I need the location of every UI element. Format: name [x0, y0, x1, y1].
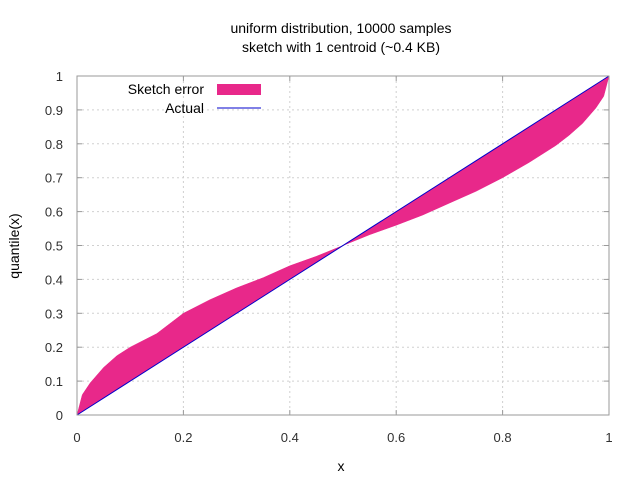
- axis-ticks: 0 0.2 0.4 0.6 0.8 1 0 0.1 0.2 0.3 0.4 0.5 0.6 0.7 0.8 0…: [45, 69, 613, 445]
- grid: [77, 76, 609, 415]
- legend: Sketch error Actual: [128, 81, 261, 116]
- x-tick-label: 1: [605, 430, 612, 445]
- y-axis-label: quantile(x): [6, 213, 22, 278]
- y-tick-label: 0: [56, 408, 63, 423]
- y-tick-label: 0.1: [45, 374, 63, 389]
- x-tick-label: 0: [73, 430, 80, 445]
- x-tick-label: 0.8: [494, 430, 512, 445]
- legend-label-actual: Actual: [165, 100, 204, 116]
- y-tick-label: 0.8: [45, 137, 63, 152]
- y-tick-label: 0.3: [45, 306, 63, 321]
- plot-area: [76, 75, 610, 416]
- actual-line: [76, 75, 610, 416]
- y-tick-label: 0.9: [45, 103, 63, 118]
- y-tick-label: 0.5: [45, 239, 63, 254]
- x-tick-label: 0.6: [387, 430, 405, 445]
- chart-title-line-1: uniform distribution, 10000 samples: [230, 20, 451, 36]
- legend-swatch-sketch-error: [217, 84, 261, 95]
- y-tick-label: 0.7: [45, 171, 63, 186]
- y-tick-label: 1: [56, 69, 63, 84]
- chart-title-line-2: sketch with 1 centroid (~0.4 KB): [242, 39, 440, 55]
- x-tick-label: 0.4: [281, 430, 299, 445]
- legend-label-sketch-error: Sketch error: [128, 81, 205, 97]
- y-tick-label: 0.2: [45, 340, 63, 355]
- y-tick-label: 0.4: [45, 272, 63, 287]
- x-tick-label: 0.2: [174, 430, 192, 445]
- y-tick-label: 0.6: [45, 205, 63, 220]
- x-axis-label: x: [338, 458, 345, 474]
